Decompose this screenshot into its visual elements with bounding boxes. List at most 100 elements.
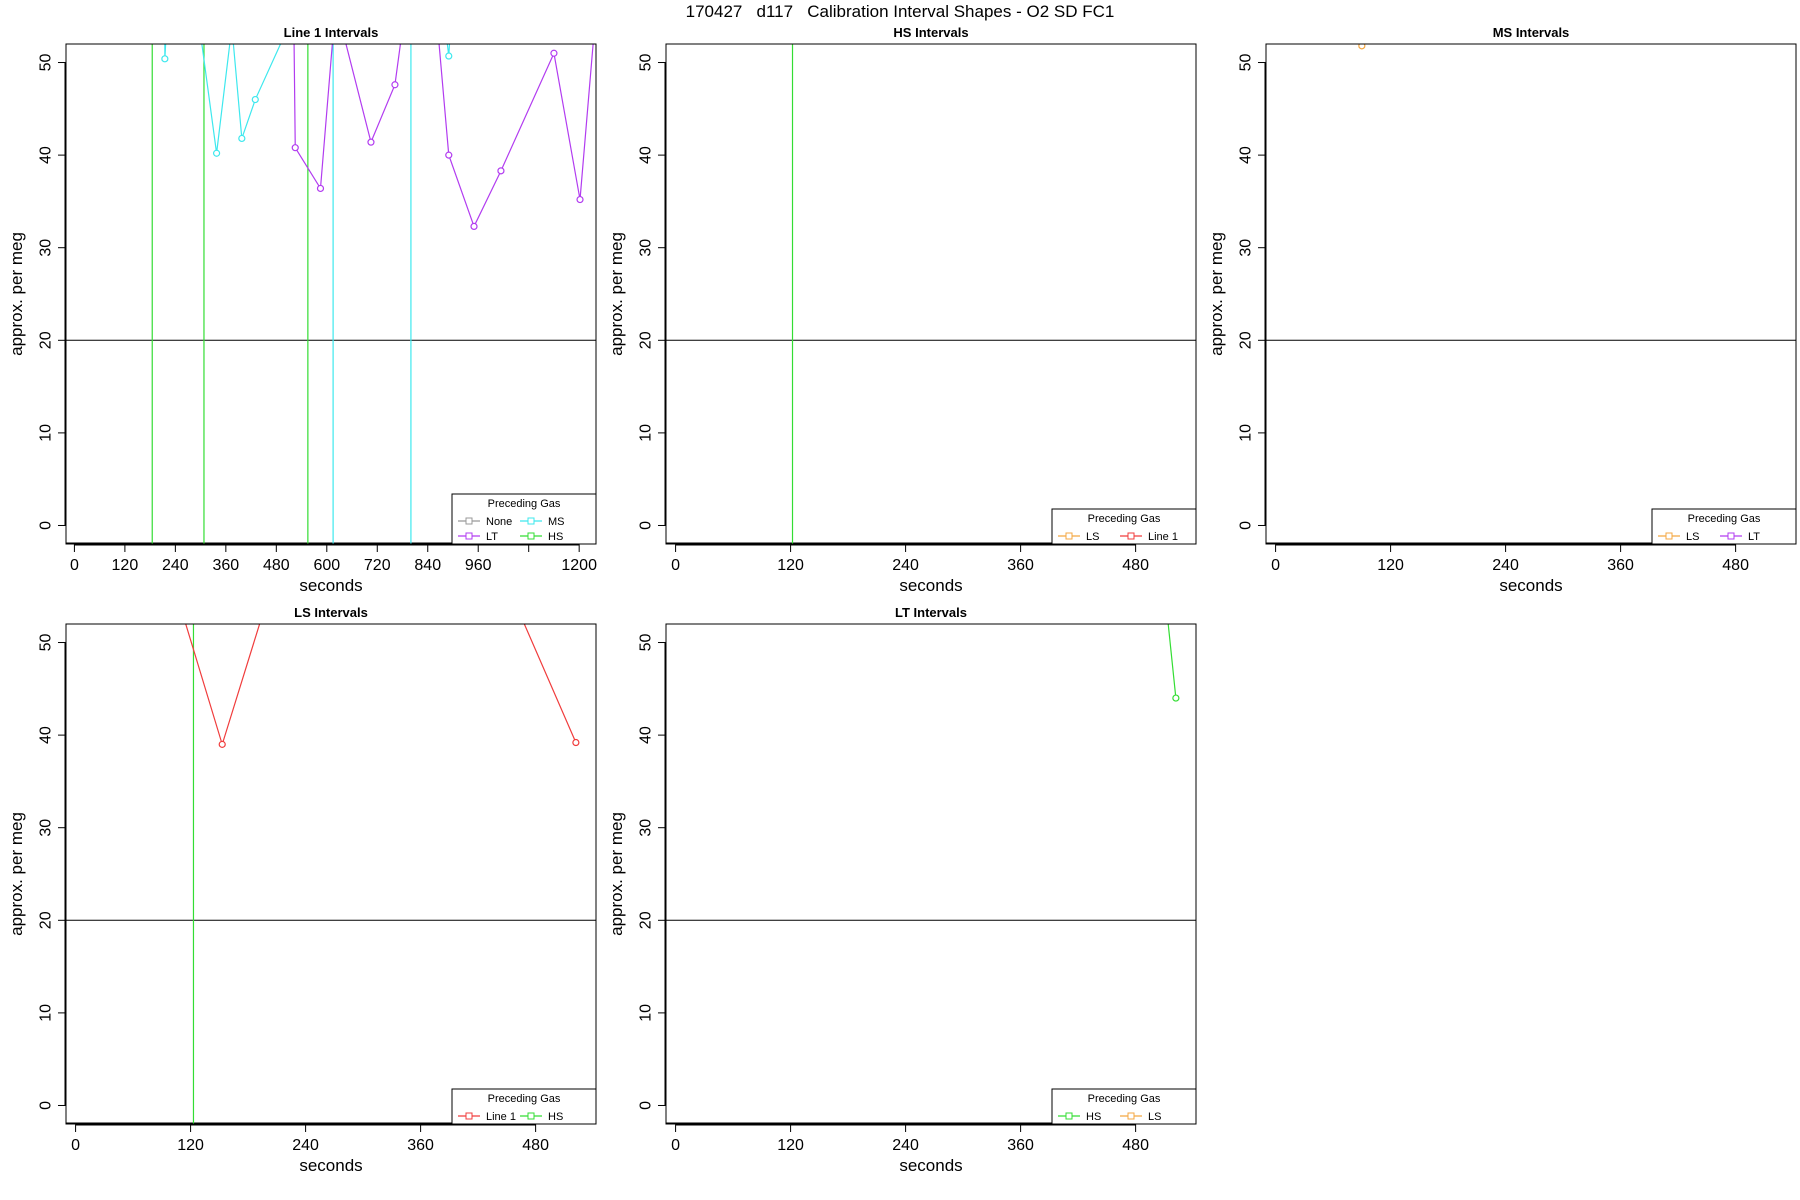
x-tick-label: 960 [465,557,492,574]
data-point-lt [445,151,453,159]
plot-title: HS Intervals [893,25,968,40]
y-tick-label: 50 [38,54,55,72]
legend: Preceding Gas LS LT [1651,508,1797,545]
x-tick-label: 480 [263,557,290,574]
data-point-ls [1358,44,1366,50]
legend-label-ls: LS [1086,531,1099,543]
legend-box [1051,1088,1197,1125]
x-tick-label: 480 [1122,1137,1149,1154]
legend: Preceding Gas LS Line 1 [1051,508,1197,545]
legend-marker-none [465,517,473,525]
x-tick-label: 720 [364,557,391,574]
series-line-line-1 [185,624,577,747]
legend-marker-line-1 [1127,532,1135,540]
data-point-ms [445,52,453,60]
plot-frame [1265,43,1797,545]
x-tick-label: 240 [1492,557,1519,574]
y-tick-label: 50 [638,54,655,72]
chart-panel-line1: Line 1 Intervals 0 10 20 30 40 50 0 120 240 360 480… [7,25,597,595]
y-tick-label: 50 [638,634,655,652]
y-tick-label: 40 [1238,146,1255,164]
x-tick-label: 120 [777,557,804,574]
data-point-line-1 [572,738,580,747]
page-title: 170427 d117 Calibration Interval Shapes … [685,2,1115,21]
plot-area [66,624,596,1124]
x-tick-label: 480 [522,1137,549,1154]
legend-label-lt: LT [486,531,498,543]
data-point-lt [367,138,375,146]
x-tick-label: 0 [71,1137,80,1154]
y-tick-label: 30 [38,819,55,837]
x-tick-label: 360 [1607,557,1634,574]
y-tick-label: 40 [38,146,55,164]
y-tick-label: 0 [38,1101,55,1110]
legend-label-none: None [486,516,512,528]
y-tick-label: 40 [638,726,655,744]
legend-marker-ls [1665,532,1673,540]
x-axis-label: seconds [299,1156,362,1175]
plot-title: LT Intervals [895,605,967,620]
y-tick-label: 0 [38,521,55,530]
y-tick-label: 20 [38,911,55,929]
x-tick-label: 360 [1007,1137,1034,1154]
x-tick-label: 360 [1007,557,1034,574]
series-line-hs [1167,624,1177,699]
y-tick-label: 0 [638,1101,655,1110]
y-tick-label: 20 [1238,331,1255,349]
legend-label-hs: HS [548,531,563,543]
legend-marker-ls [1065,532,1073,540]
plot-frame [665,43,1197,545]
x-tick-label: 0 [1271,557,1280,574]
x-axis-label: seconds [899,1156,962,1175]
legend-label-ms: MS [548,516,565,528]
legend-marker-ls [1127,1112,1135,1120]
x-tick-label: 600 [313,557,340,574]
chart-panel-ls: LS Intervals 0 10 20 30 40 50 0 120 240 360 480 seco… [7,605,597,1175]
y-axis-label: approx. per meg [607,232,626,356]
y-tick-label: 10 [638,424,655,442]
legend-title: Preceding Gas [488,1093,561,1105]
data-point-hs [1172,694,1180,702]
legend-label-line-1: Line 1 [486,1111,516,1123]
legend-box [1051,508,1197,545]
plot-frame [665,623,1197,1125]
chart-panel-hs: HS Intervals 0 10 20 30 40 50 0 120 240 360 480 seco… [607,25,1197,595]
legend: Preceding Gas None MS LT HS [451,493,597,545]
y-axis-label: approx. per meg [1207,232,1226,356]
legend-marker-line-1 [465,1112,473,1120]
x-tick-label: 240 [892,1137,919,1154]
y-axis-label: approx. per meg [7,812,26,936]
x-tick-label: 360 [212,557,239,574]
y-axis-label: approx. per meg [607,812,626,936]
plot-area [666,624,1196,1124]
x-tick-label: 0 [671,557,680,574]
data-point-lt [497,167,505,175]
data-point-lt [550,49,558,57]
data-point-lt [316,184,325,193]
chart-panel-ms: MS Intervals 0 10 20 30 40 50 0 120 240 360 480 seco… [1207,25,1797,595]
y-tick-label: 50 [38,634,55,652]
x-tick-label: 240 [892,557,919,574]
plot-area [1266,44,1796,544]
data-point-ms [161,55,169,63]
plot-title: Line 1 Intervals [284,25,379,40]
data-point-ms [251,95,259,104]
legend-title: Preceding Gas [1688,513,1761,525]
legend-box [451,1088,597,1125]
x-axis-label: seconds [899,576,962,595]
legend-label-ls: LS [1148,1111,1161,1123]
plot-area [66,44,596,544]
x-tick-label: 120 [112,557,139,574]
y-tick-label: 10 [638,1004,655,1022]
y-tick-label: 40 [638,146,655,164]
series-line-lt [293,44,594,228]
data-point-ms [212,149,221,157]
y-tick-label: 10 [1238,424,1255,442]
legend-marker-hs [527,532,535,540]
plot-area [666,44,1196,544]
y-tick-label: 50 [1238,54,1255,72]
y-tick-label: 30 [638,819,655,837]
legend-title: Preceding Gas [488,498,561,510]
y-tick-label: 20 [38,331,55,349]
x-tick-label: 240 [162,557,189,574]
